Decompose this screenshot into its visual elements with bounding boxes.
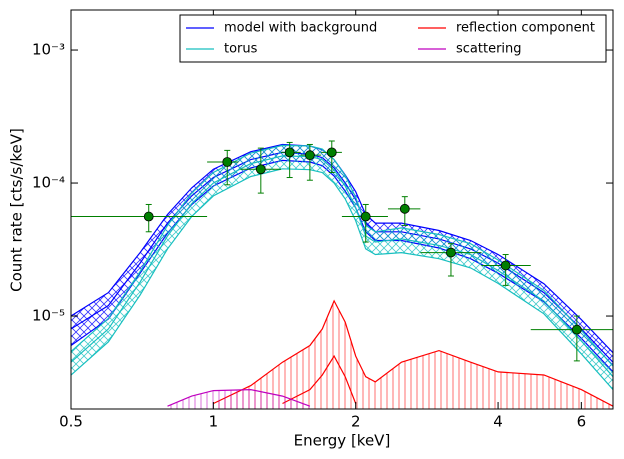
legend-label: scattering: [456, 42, 522, 57]
plot-area: [71, 140, 613, 409]
x-tick-label: 6: [577, 413, 587, 431]
band-line: [71, 168, 613, 390]
data-point: [222, 157, 233, 167]
data-point: [500, 260, 511, 271]
legend-box: [179, 14, 607, 63]
data-point: [143, 211, 154, 222]
axes-frame: [70, 9, 614, 410]
legend: model with background torus reflection com…: [179, 14, 607, 63]
series-line: [71, 155, 613, 378]
data-point: [571, 324, 582, 335]
y-tick-label: 10⁻⁴: [32, 174, 65, 192]
data-point: [326, 147, 337, 158]
x-tick-label: 1: [209, 413, 219, 431]
data-point: [284, 147, 295, 158]
data-point: [255, 164, 266, 175]
x-tick-label: 2: [351, 413, 361, 431]
y-tick-label: 10⁻⁵: [32, 307, 65, 325]
band-hatch: [213, 300, 613, 409]
series-line: [167, 388, 311, 407]
data-point: [446, 247, 456, 258]
data-point: [304, 150, 315, 161]
data-point: [399, 203, 410, 214]
y-axis-label: Count rate [cts/s/keV]: [8, 128, 26, 292]
legend-label: reflection component: [456, 21, 595, 36]
x-axis-label: Energy [keV]: [294, 432, 391, 450]
band-line: [71, 144, 613, 367]
legend-label: torus: [224, 42, 258, 57]
data-point: [360, 211, 371, 222]
series-line: [213, 299, 613, 407]
y-tick-label: 10⁻³: [32, 41, 65, 59]
x-tick-label: 4: [493, 413, 503, 431]
legend-label: model with background: [224, 21, 377, 36]
x-tick-label: 0.5: [59, 413, 83, 431]
band-line: [282, 354, 357, 405]
